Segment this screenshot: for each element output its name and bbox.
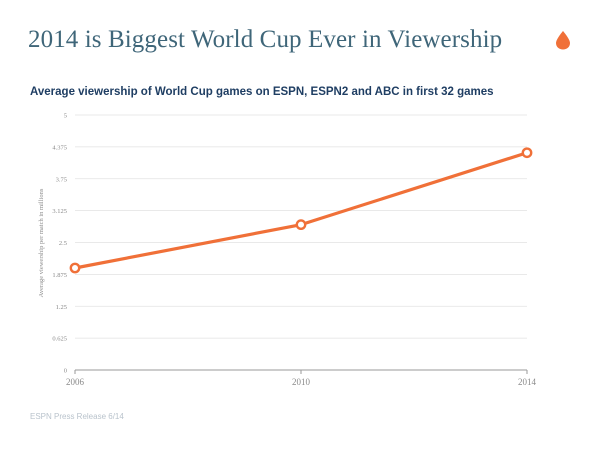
y-tick-label: 4.375 — [52, 144, 67, 151]
y-tick-label: 0 — [64, 368, 67, 375]
chart-subtitle: Average viewership of World Cup games on… — [30, 86, 494, 98]
y-tick-label: 0.625 — [52, 336, 67, 343]
y-tick-label: 3.125 — [52, 208, 67, 215]
data-point[interactable] — [521, 147, 533, 159]
y-tick-label: 1.25 — [56, 304, 67, 311]
source-note: ESPN Press Release 6/14 — [30, 412, 124, 421]
x-tick-label: 2006 — [66, 377, 85, 387]
droplet-icon — [556, 31, 570, 50]
chart-title: 2014 is Biggest World Cup Ever in Viewer… — [28, 26, 503, 53]
y-tick-label: 2.5 — [59, 240, 67, 247]
y-tick-label: 3.75 — [56, 176, 67, 183]
y-axis-label: Average viewership per match in millions — [38, 188, 45, 297]
y-tick-label: 5 — [64, 113, 67, 120]
x-tick-label: 2010 — [292, 377, 311, 387]
y-tick-label: 1.875 — [52, 272, 67, 279]
x-tick-label: 2014 — [518, 377, 537, 387]
data-point[interactable] — [295, 219, 307, 231]
data-point[interactable] — [69, 262, 81, 274]
